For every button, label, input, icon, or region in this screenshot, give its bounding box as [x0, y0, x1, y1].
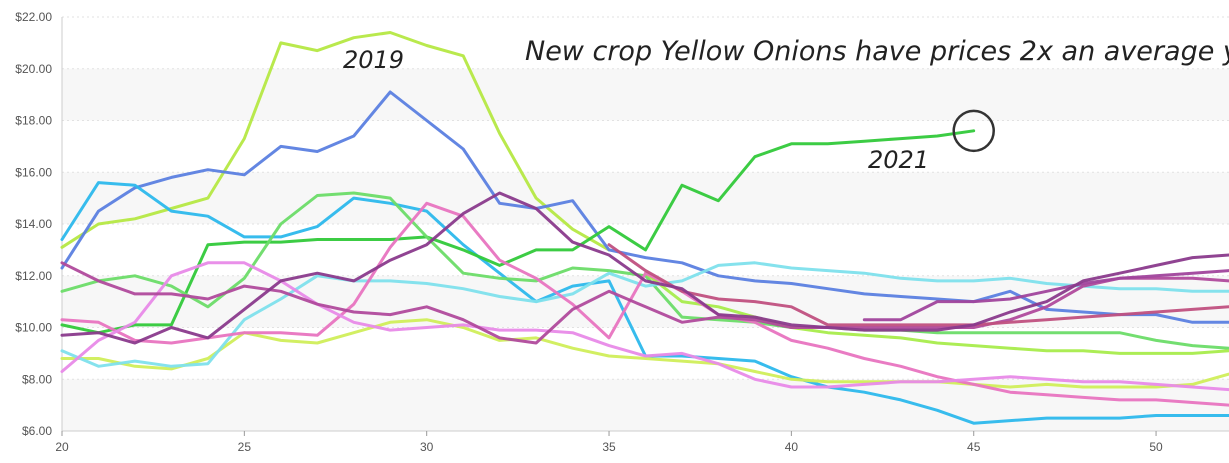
y-tick-label: $20.00 [15, 62, 52, 76]
x-tick-label: 20 [55, 440, 69, 454]
series-line-6 [60, 318, 1229, 389]
series-line-9 [60, 201, 1229, 407]
x-tick-label: 40 [785, 440, 799, 454]
series-line-2 [60, 90, 1229, 324]
band [62, 379, 1229, 431]
band [62, 172, 1229, 224]
band [62, 68, 1229, 121]
series-line-13 [862, 269, 1229, 322]
series-lines [60, 31, 1229, 425]
x-tick-label: 45 [967, 440, 981, 454]
gridlines [61, 16, 1229, 432]
y-tick-label: $6.00 [22, 424, 52, 438]
x-tick-label: 30 [420, 440, 434, 454]
annotations: New crop Yellow Onions have prices 2x an… [343, 36, 1229, 174]
series-line-14 [60, 191, 1229, 345]
series-line-1 [60, 31, 611, 252]
background-bands [62, 68, 1229, 431]
y-tick-label: $12.00 [15, 269, 52, 283]
series-line-8 [60, 261, 1229, 368]
y-tick-label: $18.00 [15, 114, 52, 128]
y-tick-label: $14.00 [15, 217, 52, 231]
y-tick-label: $16.00 [15, 165, 52, 179]
series-line-11 [60, 261, 1229, 345]
series-line-7 [644, 271, 1229, 355]
x-axis: 20 25 30 35 40 45 50 [55, 431, 1163, 454]
highlight-circle [952, 109, 995, 153]
x-tick-label: 25 [238, 440, 252, 454]
y-axis: $6.00 $8.00 $10.00 $12.00 $14.00 $16.00 $18.00… [15, 10, 52, 438]
y-tick-label: $10.00 [15, 321, 52, 335]
series-line-10 [60, 261, 1229, 392]
y-tick-label: $22.00 [15, 10, 52, 24]
headline-annotation: New crop Yellow Onions have prices 2x an… [525, 36, 1229, 67]
label-2019: 2019 [343, 46, 404, 74]
y-tick-label: $8.00 [22, 372, 52, 386]
series-line-12 [607, 243, 1229, 327]
x-tick-label: 35 [602, 440, 616, 454]
label-2021: 2021 [868, 146, 929, 174]
series-line-4 [60, 129, 976, 335]
x-tick-label: 50 [1149, 440, 1163, 454]
